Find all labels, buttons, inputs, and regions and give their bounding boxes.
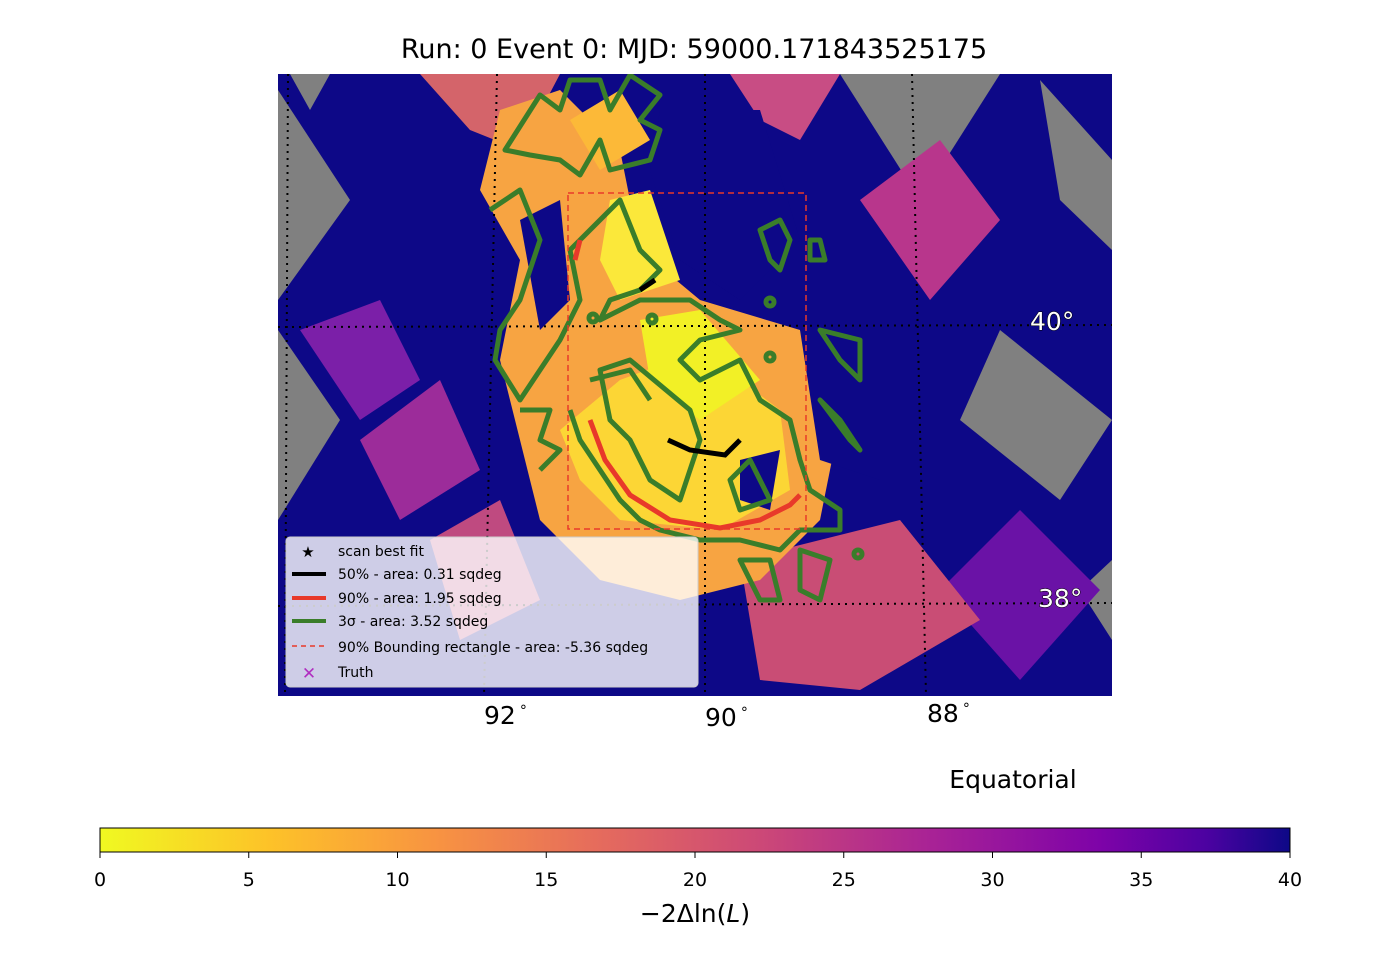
masked-region (278, 330, 340, 520)
likelihood-region (940, 510, 1100, 680)
masked-region (278, 90, 350, 300)
legend-item-best-fit: ★ scan best fit (301, 543, 424, 561)
likelihood-region (300, 300, 420, 420)
legend-label-5: Truth (337, 665, 374, 681)
likelihood-region (570, 90, 650, 170)
masked-region (1080, 560, 1112, 640)
likelihood-region (650, 110, 800, 300)
colorbar-tick-label: 15 (534, 869, 558, 891)
ra-tick-92: 92 ° (484, 701, 527, 730)
legend-label-0: scan best fit (338, 544, 424, 560)
legend-box (285, 536, 699, 688)
chart-title: Run: 0 Event 0: MJD: 59000.171843525175 (401, 34, 987, 65)
colorbar-tick-label: 10 (385, 869, 409, 891)
colorbar-tick-label: 30 (980, 869, 1004, 891)
dec-tick-38: 38° (1038, 584, 1082, 613)
likelihood-region (860, 140, 1000, 300)
likelihood-region (360, 380, 480, 520)
legend-label-4: 90% Bounding rectangle - area: -5.36 sqd… (338, 640, 648, 656)
colorbar-tick-label: 5 (243, 869, 255, 891)
svg-text:✕: ✕ (302, 664, 316, 684)
legend-item-truth: ✕ Truth (302, 664, 374, 684)
contour-3sigma (488, 74, 865, 603)
legend-label-2: 90% - area: 1.95 sqdeg (338, 591, 502, 607)
contour-90 (572, 239, 802, 531)
colorbar-gradient (99, 827, 1291, 853)
ra-tick-88: 88 ° (927, 699, 970, 728)
dec-tick-40: 40° (1030, 307, 1074, 336)
colorbar-tick-label: 40 (1278, 869, 1302, 891)
colorbar-tick-label: 0 (94, 869, 106, 891)
skymap: ★ scan best fit 50% - area: 0.31 sqdeg 9… (278, 74, 1112, 696)
contour-50 (638, 277, 742, 458)
masked-region (290, 74, 330, 110)
legend-label-3: 3σ - area: 3.52 sqdeg (338, 614, 488, 630)
colorbar-tick-label: 35 (1129, 869, 1153, 891)
legend-label-1: 50% - area: 0.31 sqdeg (338, 567, 502, 583)
legend-item-50: 50% - area: 0.31 sqdeg (292, 567, 502, 583)
colorbar-ticks: 0 5 10 15 20 25 30 35 40 (94, 852, 1302, 891)
masked-region (840, 74, 1000, 200)
colorbar-tick-label: 25 (832, 869, 856, 891)
likelihood-region (520, 200, 570, 330)
svg-text:★: ★ (301, 543, 314, 561)
ra-tick-90: 90 ° (705, 703, 748, 732)
colorbar: 0 5 10 15 20 25 30 35 40 −2Δln(L) (94, 827, 1302, 928)
legend-item-bounding: 90% Bounding rectangle - area: -5.36 sqd… (292, 640, 648, 656)
bounding-rectangle-90 (567, 192, 807, 530)
legend-item-3sigma: 3σ - area: 3.52 sqdeg (292, 614, 488, 630)
projection-label: Equatorial (949, 765, 1076, 794)
likelihood-region (730, 74, 840, 140)
colorbar-tick-label: 20 (683, 869, 707, 891)
legend-item-90: 90% - area: 1.95 sqdeg (292, 591, 502, 607)
dec-tick-labels: 40° 38° (1030, 307, 1083, 614)
colorbar-label: −2Δln(L) (640, 899, 750, 928)
ra-tick-labels: 92 ° 90 ° 88 ° (484, 699, 970, 732)
masked-region (960, 330, 1112, 500)
masked-region (1040, 80, 1112, 250)
legend: ★ scan best fit 50% - area: 0.31 sqdeg 9… (285, 536, 699, 688)
